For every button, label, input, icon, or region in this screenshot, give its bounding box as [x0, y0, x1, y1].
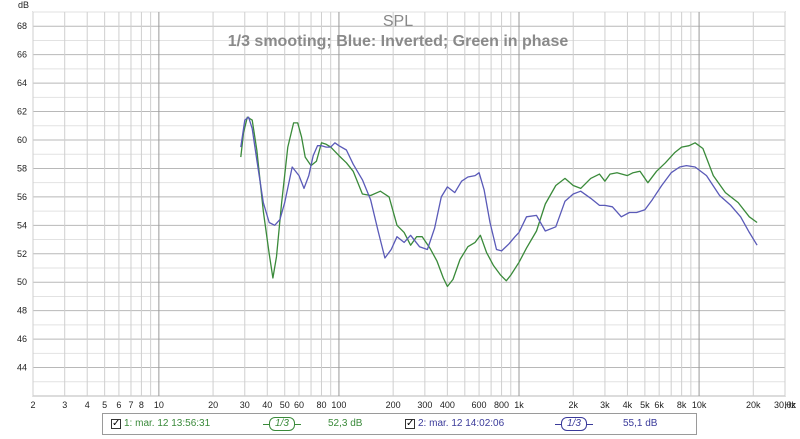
smoothing-line-icon — [586, 423, 593, 425]
checkbox-2[interactable]: ✓ — [405, 417, 415, 429]
y-tick-label: 50 — [17, 277, 27, 287]
grid — [32, 11, 786, 397]
x-tick-label: 800 — [494, 400, 509, 410]
x-tick-label: 30 — [240, 400, 250, 410]
y-tick-label: 62 — [17, 107, 27, 117]
x-axis: 2 3 4 5 6 7 8 10 20 30 40 50 60 80 100 200 300 400 600 800 1… — [30, 400, 796, 410]
y-unit-label: dB — [18, 0, 29, 10]
smoothing-line-icon — [294, 423, 301, 425]
x-tick-label: 3k — [600, 400, 610, 410]
x-tick-label: 2 — [30, 400, 35, 410]
y-tick-label: 60 — [17, 135, 27, 145]
x-tick-label: 3 — [62, 400, 67, 410]
x-tick-label: 4k — [623, 400, 633, 410]
series-group — [240, 116, 758, 288]
series-line-1 — [240, 116, 758, 288]
x-tick-label: 5k — [640, 400, 650, 410]
x-tick-label: 4 — [85, 400, 90, 410]
x-unit-label: Hz — [785, 400, 796, 410]
x-tick-label: 300 — [417, 400, 432, 410]
x-tick-label: 8k — [677, 400, 687, 410]
y-tick-label: 58 — [17, 163, 27, 173]
x-tick-label: 40 — [262, 400, 272, 410]
legend-item-1[interactable]: ✓ 1: mar. 12 13:56:31 — [111, 418, 210, 429]
x-tick-label: 80 — [316, 400, 326, 410]
legend-item-2[interactable]: ✓ 2: mar. 12 14:02:06 — [405, 418, 504, 429]
smoothing-control-2[interactable]: 1/3 — [555, 417, 593, 431]
x-tick-label: 1k — [514, 400, 524, 410]
x-tick-label: 100 — [331, 400, 346, 410]
checkbox-1[interactable]: ✓ — [111, 417, 121, 429]
y-tick-label: 46 — [17, 334, 27, 344]
chart-title: SPL — [383, 13, 413, 30]
y-tick-label: 56 — [17, 192, 27, 202]
y-tick-label: 66 — [17, 50, 27, 60]
x-tick-label: 400 — [440, 400, 455, 410]
legend-label-2: 2: mar. 12 14:02:06 — [418, 418, 505, 429]
y-tick-label: 54 — [17, 220, 27, 230]
x-tick-label: 200 — [386, 400, 401, 410]
series-line-2 — [240, 116, 758, 259]
y-tick-label: 52 — [17, 249, 27, 259]
x-tick-label: 6 — [116, 400, 121, 410]
smoothing-control-1[interactable]: 1/3 — [263, 417, 301, 431]
smoothing-line-icon — [555, 423, 561, 425]
y-axis: 44 46 48 50 52 54 56 58 60 62 64 66 68 — [17, 21, 27, 372]
x-tick-label: 6k — [654, 400, 664, 410]
x-tick-label: 20 — [208, 400, 218, 410]
smoothing-value-2: 1/3 — [561, 417, 587, 431]
y-tick-label: 44 — [17, 363, 27, 373]
smoothing-value-1: 1/3 — [269, 417, 295, 431]
x-tick-label: 600 — [472, 400, 487, 410]
legend: ✓ 1: mar. 12 13:56:31 1/3 52,3 dB ✓ 2: m… — [102, 413, 697, 435]
x-tick-label: 8 — [139, 400, 144, 410]
x-tick-label: 5 — [102, 400, 107, 410]
x-tick-label: 2k — [568, 400, 578, 410]
plot-area — [32, 11, 786, 397]
legend-level-2: 55,1 dB — [623, 418, 658, 429]
y-tick-label: 68 — [17, 21, 27, 31]
chart-subtitle: 1/3 smooting; Blue: Inverted; Green in p… — [228, 33, 569, 50]
x-tick-label: 7 — [128, 400, 133, 410]
x-tick-label: 10 — [154, 400, 164, 410]
x-tick-label: 60 — [294, 400, 304, 410]
x-tick-label: 20k — [746, 400, 761, 410]
legend-label-1: 1: mar. 12 13:56:31 — [124, 418, 211, 429]
legend-level-1: 52,3 dB — [328, 418, 363, 429]
smoothing-line-icon — [263, 423, 269, 425]
x-tick-label: 10k — [692, 400, 707, 410]
x-tick-label: 50 — [280, 400, 290, 410]
y-tick-label: 48 — [17, 306, 27, 316]
y-tick-label: 64 — [17, 78, 27, 88]
x-tick-label: 30,0k — [774, 400, 797, 410]
